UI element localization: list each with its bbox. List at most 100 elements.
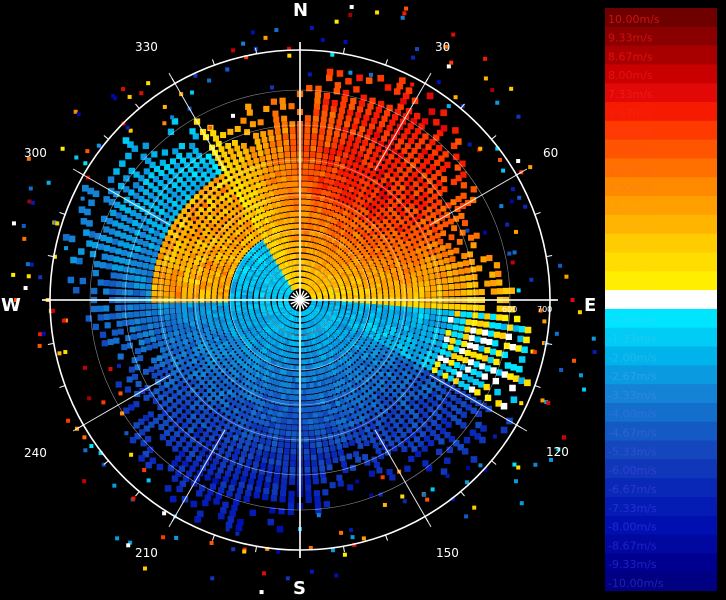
echo-cell (445, 243, 452, 249)
echo-cell (229, 235, 235, 241)
echo-cell (407, 292, 413, 298)
echo-cell (301, 205, 307, 211)
echo-cell (374, 367, 380, 373)
echo-cell (147, 411, 154, 418)
echo-cell (234, 387, 240, 393)
echo-cell (296, 259, 301, 265)
echo-cell (453, 95, 458, 100)
echo-cell (431, 183, 438, 190)
echo-cell (196, 324, 203, 330)
echo-cell (262, 451, 269, 458)
echo-cell (349, 439, 355, 446)
echo-cell (68, 235, 76, 243)
echo-cell (364, 309, 370, 315)
echo-cell (421, 148, 428, 155)
echo-cell (146, 218, 153, 225)
echo-cell (108, 198, 116, 206)
echo-cell (459, 160, 466, 167)
bearing-tick (534, 385, 541, 389)
echo-cell (360, 239, 366, 245)
echo-cell (267, 129, 274, 136)
echo-cell (199, 235, 205, 241)
echo-cell (275, 134, 282, 141)
echo-cell (92, 190, 100, 198)
echo-cell (455, 175, 462, 182)
echo-cell (481, 355, 489, 362)
echo-cell (318, 177, 324, 183)
echo-cell (570, 298, 575, 302)
echo-cell (236, 402, 242, 409)
echo-cell (326, 359, 332, 365)
echo-cell (391, 341, 397, 347)
echo-cell (423, 251, 429, 257)
echo-cell (316, 447, 323, 454)
echo-cell (354, 250, 360, 255)
echo-cell (110, 272, 117, 279)
echo-cell (309, 206, 315, 212)
echo-cell (292, 175, 298, 181)
echo-cell (464, 349, 471, 356)
echo-cell (441, 316, 448, 322)
echo-cell (223, 223, 230, 230)
echo-cell (230, 181, 236, 187)
echo-cell (252, 384, 258, 390)
echo-cell (363, 225, 369, 231)
echo-cell (231, 242, 237, 248)
echo-cell (303, 151, 310, 157)
echo-cell (251, 171, 257, 177)
echo-cell (554, 331, 559, 336)
echo-cell (199, 215, 205, 221)
echo-cell (241, 370, 247, 376)
echo-cell (366, 257, 372, 263)
echo-cell (162, 104, 167, 109)
echo-cell (425, 425, 432, 432)
echo-cell (340, 101, 347, 108)
echo-cell (371, 208, 378, 214)
echo-cell (499, 204, 504, 209)
echo-cell (372, 254, 377, 260)
echo-cell (148, 421, 155, 428)
echo-cell (224, 307, 230, 313)
echo-cell (341, 417, 347, 423)
echo-cell (100, 234, 107, 242)
echo-cell (305, 199, 312, 205)
echo-cell (430, 212, 437, 218)
echo-cell (401, 301, 407, 308)
echo-cell (442, 372, 449, 379)
echo-cell (207, 469, 214, 476)
echo-cell (189, 436, 196, 443)
echo-cell (382, 286, 388, 292)
echo-cell (416, 359, 422, 365)
echo-cell (373, 132, 380, 139)
echo-cell (410, 238, 417, 244)
echo-cell (186, 361, 192, 367)
echo-cell (394, 436, 401, 443)
echo-cell (336, 474, 343, 481)
echo-cell (261, 136, 268, 143)
bearing-tick (211, 59, 215, 66)
echo-cell (142, 240, 149, 247)
echo-cell (152, 316, 159, 322)
echo-cell (361, 346, 366, 352)
echo-cell (429, 320, 435, 327)
echo-cell (329, 237, 334, 243)
echo-cell (243, 328, 249, 334)
echo-cell (463, 436, 471, 444)
echo-cell (391, 431, 397, 438)
echo-cell (211, 305, 217, 310)
echo-cell (151, 221, 158, 228)
echo-cell (205, 289, 211, 295)
echo-cell (215, 425, 222, 432)
echo-cell (458, 381, 465, 388)
echo-cell (470, 242, 477, 249)
echo-cell (371, 294, 377, 300)
echo-cell (325, 458, 332, 465)
echo-cell (172, 269, 178, 276)
echo-cell (431, 410, 438, 417)
echo-cell (294, 377, 299, 383)
echo-cell (460, 282, 467, 289)
echo-cell (446, 64, 451, 69)
echo-cell (257, 406, 263, 412)
echo-cell (365, 291, 371, 297)
echo-cell (370, 437, 376, 444)
